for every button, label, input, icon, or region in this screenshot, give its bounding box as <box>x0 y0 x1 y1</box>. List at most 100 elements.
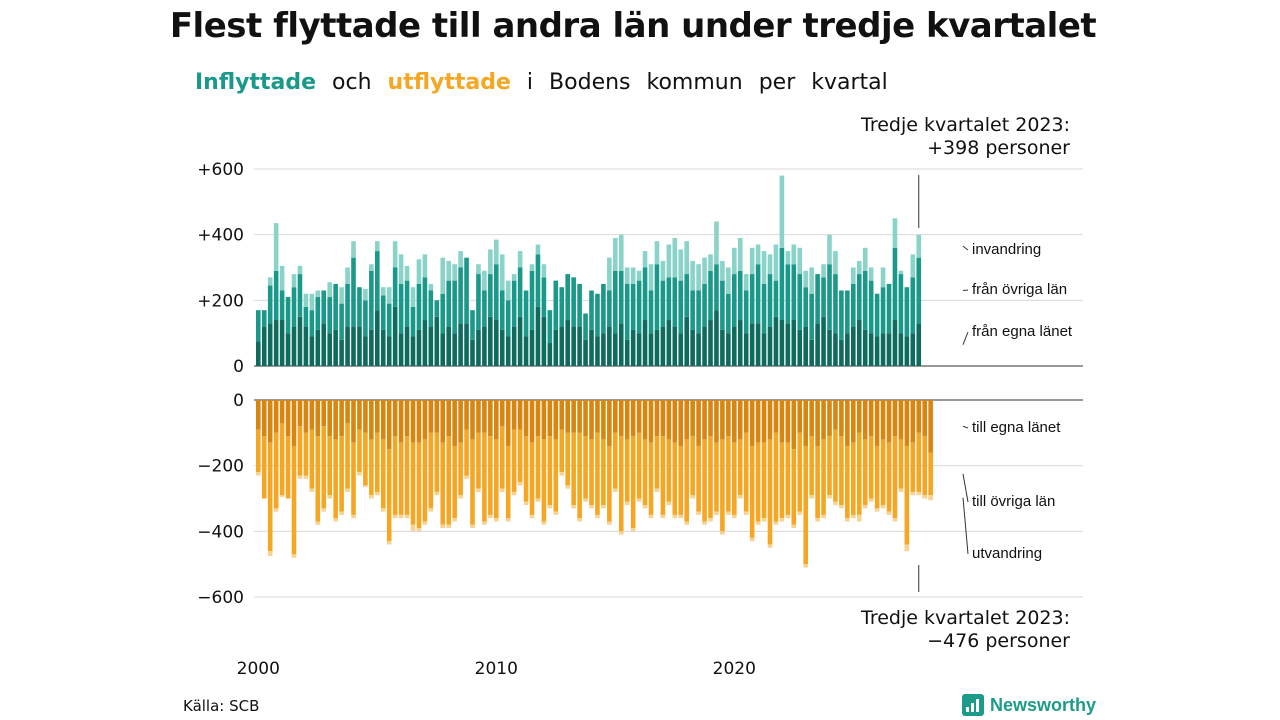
x-tick-label: 2000 <box>237 659 280 679</box>
outflow-bar-segment <box>624 501 630 506</box>
inflow-bar-segment <box>737 270 743 321</box>
x-tick-label: 2010 <box>475 659 518 679</box>
outflow-bar-segment <box>708 436 713 519</box>
outflow-bar-segment <box>630 528 636 532</box>
inflow-bar-segment <box>273 320 279 366</box>
inflow-bar-segment <box>285 297 291 334</box>
inflow-bar-segment <box>886 283 892 334</box>
outflow-bar-segment <box>333 400 338 440</box>
outflow-bar-segment <box>482 521 487 525</box>
inflow-bar-segment <box>904 336 910 366</box>
inflow-bar-segment <box>523 336 529 366</box>
outflow-bar-segment <box>874 445 880 509</box>
inflow-bar-segment <box>767 274 773 327</box>
legend-utvandring-tick <box>962 497 969 555</box>
outflow-bar-segment <box>922 436 927 496</box>
outflow-bar-segment <box>720 439 725 532</box>
outflow-bar-segment <box>375 432 380 492</box>
outflow-bar-segment <box>898 488 904 492</box>
inflow-bar-segment <box>607 326 612 366</box>
outflow-bar-segment <box>321 426 327 509</box>
outflow-bar-segment <box>398 442 404 515</box>
top-annotation-line2: +398 personer <box>927 137 1070 159</box>
legend-invandring: invandring <box>972 241 1041 258</box>
outflow-bar-segment <box>577 432 582 519</box>
legend-till-egna-lanet: till egna länet <box>972 419 1061 436</box>
inflow-bar-segment <box>279 290 285 321</box>
outflow-bar-segment <box>862 439 868 506</box>
outflow-bar-segment <box>886 442 892 512</box>
inflow-bar-segment <box>809 293 814 340</box>
inflow-bar-segment <box>446 260 451 281</box>
outflow-bar-segment <box>720 400 725 440</box>
source-label: Källa: SCB <box>183 697 260 715</box>
inflow-bar-segment <box>529 264 535 271</box>
outflow-bar-segment <box>422 400 428 440</box>
inflow-bar-segment <box>261 310 267 327</box>
inflow-bar-segment <box>351 241 356 258</box>
inflow-bar-segment <box>309 293 315 311</box>
outflow-bar-segment <box>684 521 689 525</box>
outflow-bar-segment <box>904 445 910 545</box>
legend-till-ovriga-lan: till övriga län <box>972 493 1055 510</box>
inflow-bar-segment <box>303 326 309 366</box>
chart-subtitle: Inflyttade och utflyttade i Bodens kommu… <box>195 70 897 95</box>
inflow-bar-segment <box>660 260 666 281</box>
outflow-bar-segment <box>351 400 356 443</box>
outflow-bar-segment <box>547 400 553 437</box>
outflow-bar-segment <box>363 400 368 433</box>
inflow-bar-segment <box>672 237 678 278</box>
outflow-bar-segment <box>357 472 362 476</box>
outflow-bar-segment <box>589 505 594 509</box>
outflow-bar-segment <box>928 495 933 501</box>
outflow-bar-segment <box>369 495 374 499</box>
outflow-bar-segment <box>726 511 731 515</box>
outflow-bar-segment <box>666 439 672 502</box>
outflow-bar-segment <box>755 521 761 525</box>
inflow-bar-segment <box>827 264 832 330</box>
outflow-bar-segment <box>541 439 547 522</box>
brand-logo[interactable]: Newsworthy <box>962 694 1096 716</box>
inflow-bar-segment <box>380 295 386 330</box>
inflow-bar-segment <box>589 290 594 330</box>
inflow-bar-segment <box>856 320 862 366</box>
inflow-bar-segment <box>357 287 362 327</box>
outflow-bar-segment <box>303 400 309 433</box>
outflow-bar-segment <box>696 445 701 512</box>
inflow-bar-segment <box>708 320 713 366</box>
inflow-bar-segment <box>392 241 398 268</box>
inflow-bar-segment <box>630 267 636 284</box>
outflow-bar-segment <box>851 442 856 515</box>
outflow-bar-segment <box>303 475 309 479</box>
inflow-bar-segment <box>749 247 755 275</box>
inflow-bar-segment <box>803 326 808 366</box>
outflow-bar-segment <box>618 531 624 535</box>
inflow-bar-segment <box>613 237 618 271</box>
inflow-bar-segment <box>273 270 279 321</box>
x-tick-label: 2020 <box>713 659 756 679</box>
inflow-bar-segment <box>821 277 826 317</box>
inflow-bar-segment <box>273 223 279 271</box>
inflow-bar-segment <box>517 267 523 317</box>
outflow-bar-segment <box>880 505 886 509</box>
inflow-bar-segment <box>458 323 463 366</box>
outflow-bar-segment <box>309 488 315 492</box>
outflow-bar-segment <box>654 488 660 492</box>
outflow-bar-segment <box>523 400 529 437</box>
outflow-bar-segment <box>410 524 416 532</box>
inflow-bar-segment <box>499 290 505 330</box>
outflow-bar-segment <box>654 400 660 437</box>
inflow-bar-segment <box>618 323 624 366</box>
outflow-bar-segment <box>375 491 380 496</box>
outflow-bar-segment <box>363 432 368 486</box>
outflow-bar-segment <box>684 439 689 522</box>
outflow-bar-segment <box>392 514 398 519</box>
outflow-bar-segment <box>672 442 678 515</box>
inflow-bar-segment <box>809 267 814 294</box>
inflow-bar-segment <box>654 264 660 330</box>
inflow-bar-segment <box>261 326 267 366</box>
bottom-annotation-line1: Tredje kvartalet 2023: <box>861 607 1070 629</box>
inflow-bar-segment <box>666 244 672 278</box>
inflow-bar-segment <box>547 343 553 366</box>
inflow-bar-segment <box>761 333 767 366</box>
